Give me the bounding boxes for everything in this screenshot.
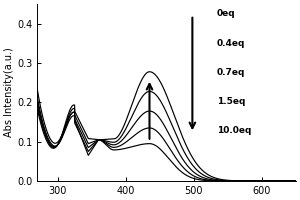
Text: 0.4eq: 0.4eq <box>217 39 245 48</box>
Text: 10.0eq: 10.0eq <box>217 126 251 135</box>
Text: 1.5eq: 1.5eq <box>217 97 245 106</box>
Text: 0.7eq: 0.7eq <box>217 68 245 77</box>
Y-axis label: Abs Intensity(a.u.): Abs Intensity(a.u.) <box>4 48 14 137</box>
Text: 0eq: 0eq <box>217 9 236 18</box>
